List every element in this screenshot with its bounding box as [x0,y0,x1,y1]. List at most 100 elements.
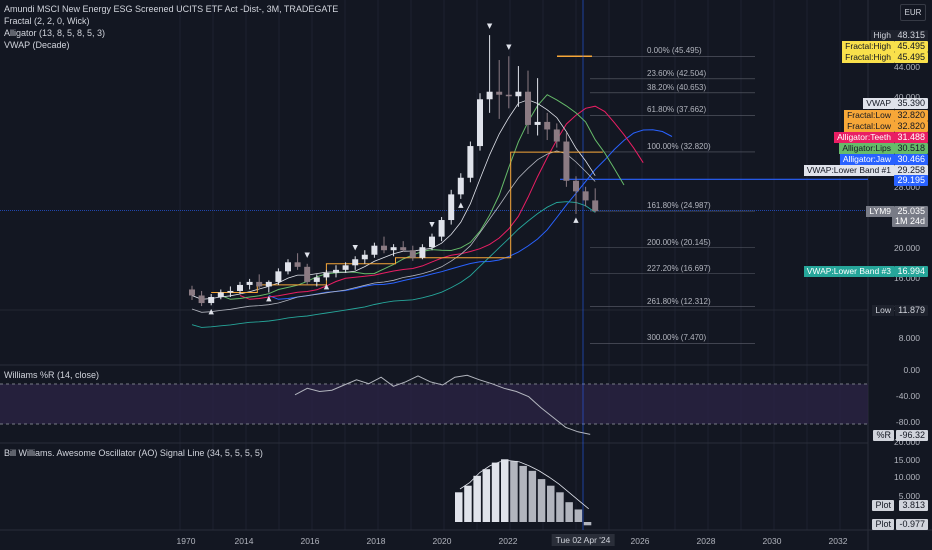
fractal-marker: ▲ [266,294,272,302]
candle [371,245,378,255]
candle [256,281,263,287]
price-badge: 30.518 [894,143,928,154]
time-axis-tick: 2028 [696,536,716,546]
candle [409,250,416,258]
price-axis-tick: 20.000 [894,242,920,253]
price-badge-label: Fractal:Low [844,110,894,121]
price-badge: 35.390 [894,98,928,109]
ao-bar [537,479,546,522]
fib-label: 38.20% (40.653) [647,82,707,92]
candle [438,220,445,237]
fib-label: 261.80% (12.312) [647,296,711,306]
price-axis-tick: 44.000 [894,61,920,72]
candle [227,290,234,293]
ao-axis-tick: 20.000 [894,437,920,447]
candle [198,295,205,304]
fractal-marker: ▲ [209,307,215,315]
williams-axis-tick: -40.00 [895,391,920,401]
candle [352,259,359,266]
price-badge: 11.879 [895,305,928,316]
williams-title[interactable]: Williams %R (14, close) [4,370,100,380]
candle [496,91,503,95]
ao-badge-label: Plot [872,519,894,530]
price-badge-label: Alligator:Teeth [834,132,894,143]
ao-bar [519,465,527,522]
ao-bar [482,469,491,522]
candle [208,297,215,304]
fib-label: 100.00% (32.820) [647,141,711,151]
candle [534,121,541,125]
price-badge-label: Fractal:Low [844,121,894,132]
candle [323,272,330,278]
candle [189,289,195,296]
ao-bar [583,522,592,526]
price-badge-label: VWAP:Lower Band #3 [803,266,894,277]
time-axis-tick: 2018 [366,536,386,546]
candle [563,141,570,181]
candle [381,245,387,251]
fractal-marker: ▲ [573,216,579,224]
time-axis-tick: 2020 [432,536,452,546]
fractal-low-line [211,151,603,293]
price-badge-label: Fractal:High [842,41,894,52]
fractal-marker: ▼ [429,221,435,229]
ao-badge: -0.977 [896,519,928,530]
price-axis-tick: 16.000 [894,272,920,283]
time-axis-tick: 2032 [828,536,848,546]
fib-label: 61.80% (37.662) [647,105,707,115]
crosshair-time-label: Tue 02 Apr '24 [551,534,615,546]
price-badge: 16.994 [894,266,928,277]
candle [592,200,599,211]
price-axis-tick: 8.000 [898,333,920,344]
candle [265,281,272,287]
ao-title[interactable]: Bill Williams. Awesome Oscillator (AO) S… [4,448,263,458]
price-badge-label: Fractal:High [842,52,894,63]
ao-bar [501,459,509,522]
candle [275,271,282,282]
price-badge: 45.495 [894,41,928,52]
candle [544,121,551,130]
ao-bar [491,462,500,522]
ao-axis-tick: 15.000 [894,455,920,465]
vwap-lower-band-3 [191,201,596,328]
fractal-marker: ▼ [353,243,359,251]
candle [429,236,435,248]
price-badge-label: Low [872,305,894,316]
price-badge: 30.466 [894,154,928,165]
price-axis-tick: 40.000 [894,91,920,102]
candle [333,269,339,273]
price-badge: 29.258 [894,165,928,176]
ao-bar [455,492,463,522]
time-axis-tick: 2016 [300,536,320,546]
ao-badge-label: Plot [872,500,894,511]
price-badge: 1M 24d [891,216,928,227]
williams-band [0,384,868,424]
indicator-legend-alligator[interactable]: Alligator (13, 8, 5, 8, 5, 3) [4,28,106,38]
candle [477,99,483,147]
candle [313,277,320,282]
candle [457,177,464,195]
fib-label: 23.60% (42.504) [647,68,707,78]
price-badge: 31.488 [894,132,928,143]
currency-button[interactable]: EUR [900,4,926,21]
price-badge: 48.315 [894,30,928,41]
candle [553,129,560,142]
candle [246,281,253,285]
price-badge-label: VWAP:Lower Band #1 [803,165,894,176]
williams-line [294,374,591,435]
williams-axis-tick: -80.00 [895,417,920,427]
indicator-legend-fractal[interactable]: Fractal (2, 2, 0, Wick) [4,16,90,26]
chart-title: Amundi MSCI New Energy ESG Screened UCIT… [4,4,339,14]
fractal-marker: ▼ [487,22,493,30]
candle [419,247,426,258]
ao-badge: 3.813 [899,500,928,511]
fib-label: 0.00% (45.495) [647,46,702,56]
ao-bar [556,492,564,522]
fractal-marker: ▲ [324,282,330,290]
price-axis-tick: 28.000 [894,182,920,193]
price-badge-label: Alligator:Jaw [839,154,894,165]
time-axis-tick: 2026 [630,536,650,546]
indicator-legend-vwap[interactable]: VWAP (Decade) [4,40,70,50]
candle [342,265,349,270]
